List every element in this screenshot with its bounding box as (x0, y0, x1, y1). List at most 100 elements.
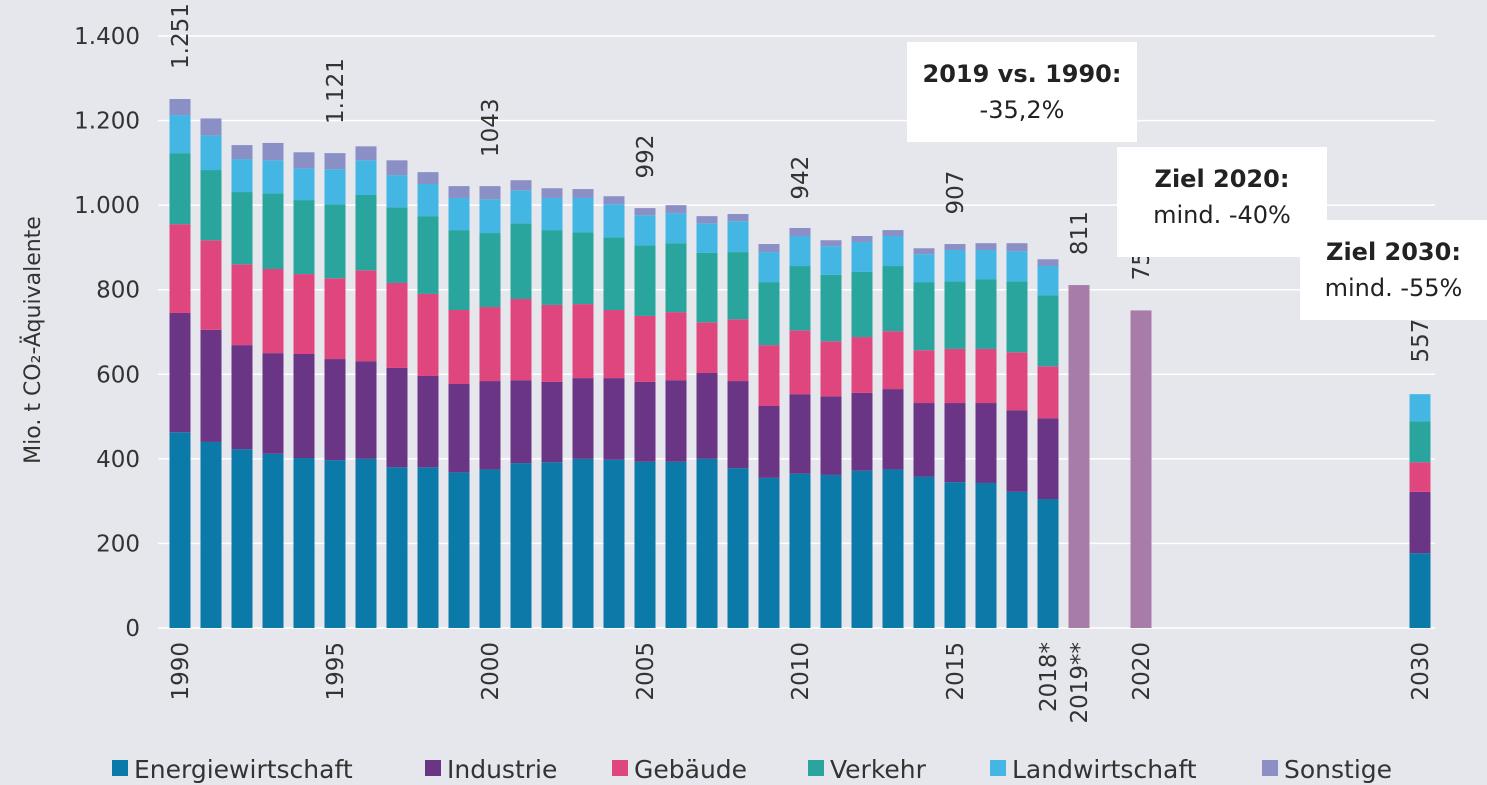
annotation-box (907, 42, 1137, 142)
y-tick-label: 1.400 (74, 24, 140, 50)
bar-segment (820, 240, 842, 247)
y-tick-label: 600 (96, 362, 140, 388)
bar-segment (882, 469, 904, 628)
bar-segment (882, 331, 904, 390)
bar-segment (572, 232, 594, 305)
annotation-text: mind. -55% (1325, 274, 1463, 302)
bar-segment (417, 216, 439, 294)
bar-segment (417, 293, 439, 376)
bar-segment (727, 319, 749, 382)
bar-segment (200, 170, 222, 241)
bar-segment (479, 469, 501, 628)
bar-segment (851, 271, 873, 338)
bar-segment (1037, 266, 1059, 296)
bar-segment (479, 199, 501, 234)
x-tick-label: 2015 (943, 642, 969, 701)
bar-segment (727, 214, 749, 222)
bar-segment (975, 348, 997, 404)
bar-segment (541, 197, 563, 231)
x-tick-label: 2018* (1036, 642, 1062, 712)
legend-label: Energiewirtschaft (134, 755, 353, 784)
bar-segment (975, 279, 997, 349)
bar-segment (727, 252, 749, 320)
legend-swatch (425, 760, 441, 776)
x-tick-label: 2005 (633, 642, 659, 701)
bar-segment (417, 184, 439, 217)
bar-segment (944, 249, 966, 282)
bar-segment (789, 266, 811, 331)
bar-segment (169, 115, 191, 154)
bar-segment (851, 337, 873, 393)
x-tick-label: 2030 (1408, 642, 1434, 701)
bar-segment (820, 341, 842, 397)
bar-segment (665, 312, 687, 381)
bar-segment (231, 159, 253, 193)
bar-segment (324, 460, 346, 628)
annotation-title: Ziel 2030: (1326, 238, 1461, 266)
bar-segment (696, 322, 718, 374)
bar-segment (758, 477, 780, 628)
total-label: 1.251 (168, 3, 194, 69)
legend-swatch (112, 760, 128, 776)
bar-segment (324, 204, 346, 279)
legend-label: Sonstige (1284, 755, 1392, 784)
bar-segment (572, 197, 594, 233)
legend-label: Verkehr (830, 755, 927, 784)
bar-segment (417, 375, 439, 468)
bar-segment (479, 307, 501, 382)
bar-segment (1006, 491, 1028, 628)
bar-segment (293, 458, 315, 628)
bar-segment (510, 380, 532, 464)
bar-segment (820, 396, 842, 475)
bar-segment (603, 237, 625, 311)
bar-segment (510, 463, 532, 628)
total-label: 942 (788, 156, 814, 200)
legend-swatch (990, 760, 1006, 776)
bar-segment (1037, 259, 1059, 267)
bar-segment (882, 236, 904, 267)
bar-segment (231, 192, 253, 265)
bar-segment (200, 329, 222, 442)
legend-label: Gebäude (634, 755, 747, 784)
total-label: 811 (1067, 211, 1093, 255)
bar-segment (820, 246, 842, 275)
bar-segment (851, 241, 873, 272)
bar-segment (200, 441, 222, 628)
x-tick-label: 1990 (168, 642, 194, 701)
bar-segment (293, 168, 315, 201)
bar-segment (541, 230, 563, 305)
bar-segment (324, 153, 346, 170)
bar-segment (355, 458, 377, 628)
bar-segment (200, 135, 222, 171)
bar-segment (944, 281, 966, 349)
bar-segment (727, 221, 749, 253)
bar-segment (603, 310, 625, 379)
total-label: 992 (633, 135, 659, 179)
y-tick-label: 1.200 (74, 109, 140, 135)
annotation-title: 2019 vs. 1990: (923, 60, 1122, 88)
bar-segment (386, 367, 408, 468)
bar-segment (541, 188, 563, 198)
bar-segment (448, 472, 470, 628)
x-tick-label: 2019** (1067, 642, 1093, 724)
bar-segment (355, 270, 377, 362)
bar-segment (324, 359, 346, 461)
bar-segment (882, 266, 904, 332)
bar-segment (913, 248, 935, 255)
x-tick-label: 2020 (1129, 642, 1155, 701)
bar-segment (851, 470, 873, 628)
y-tick-label: 800 (96, 278, 140, 304)
legend-swatch (808, 760, 824, 776)
bar-segment (789, 330, 811, 395)
bar-segment (1037, 499, 1059, 628)
bar-segment (1409, 394, 1431, 422)
bar-segment (727, 468, 749, 628)
bar-segment (634, 245, 656, 316)
bar-segment (386, 282, 408, 368)
bar-segment (634, 215, 656, 246)
bar-segment (1006, 251, 1028, 282)
annotation-text: mind. -40% (1153, 201, 1291, 229)
bar-segment (882, 230, 904, 237)
bar-segment (758, 282, 780, 346)
bar-segment (1409, 491, 1431, 554)
